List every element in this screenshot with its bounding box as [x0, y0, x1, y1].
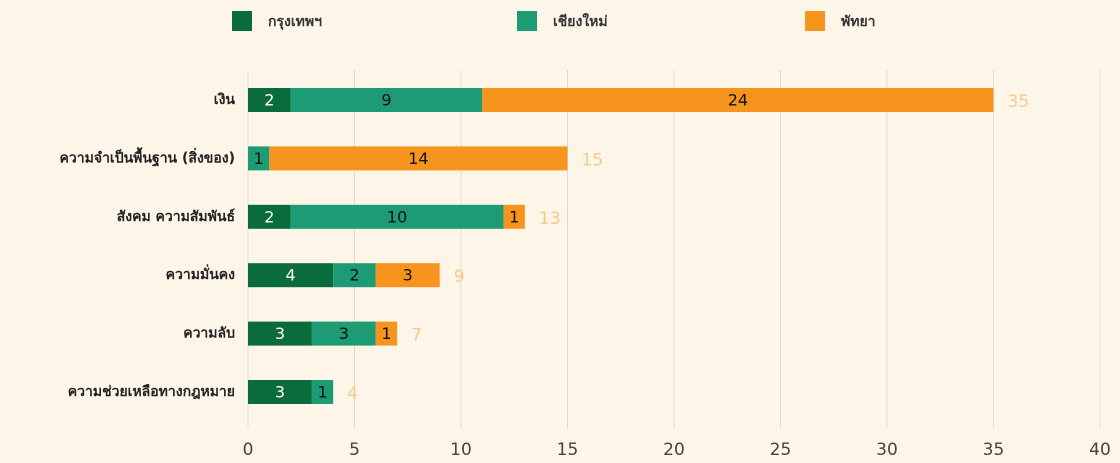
y-tick-label: ความลับ	[183, 326, 235, 342]
total-label: 7	[411, 326, 422, 346]
y-tick-label: สังคม ความสัมพันธ์	[117, 208, 235, 225]
segment-label: 1	[317, 383, 327, 402]
total-label: 4	[347, 384, 358, 404]
segment-label: 10	[387, 207, 407, 226]
legend-label: กรุงเทพฯ	[268, 14, 322, 30]
legend-swatch	[232, 11, 252, 31]
segment-label: 2	[264, 207, 274, 226]
legend-label: เชียงใหม่	[553, 12, 608, 30]
segment-label: 9	[381, 91, 391, 110]
x-tick-label: 40	[1089, 440, 1111, 460]
segment-label: 4	[286, 266, 296, 285]
bar-segment	[311, 321, 376, 346]
total-label: 13	[539, 209, 561, 229]
bar-segment	[248, 88, 291, 112]
x-tick-label: 10	[450, 440, 472, 460]
bar-segment	[248, 146, 270, 171]
x-tick-label: 30	[876, 440, 898, 460]
segment-label: 1	[254, 149, 264, 168]
bar-segment	[290, 204, 504, 229]
segment-label: 14	[408, 149, 428, 168]
legend-swatch	[805, 11, 825, 31]
segment-label: 2	[264, 91, 274, 110]
total-label: 15	[582, 150, 604, 170]
bar-segment	[482, 88, 994, 112]
bar-segment	[375, 321, 398, 346]
segment-label: 2	[349, 266, 359, 285]
bar-segment	[248, 263, 334, 288]
segment-label: 1	[381, 324, 391, 343]
x-tick-label: 15	[557, 440, 579, 460]
total-label: 9	[454, 267, 465, 287]
segment-label: 3	[403, 266, 413, 285]
x-tick-label: 5	[349, 440, 360, 460]
y-tick-label: ความจำเป็นพื้นฐาน (สิ่งของ)	[60, 146, 235, 167]
bar-segment	[269, 146, 568, 171]
bar-segment	[248, 204, 291, 229]
segment-label: 24	[728, 91, 748, 110]
bar-segment	[333, 263, 376, 288]
legend-label: พัทยา	[841, 14, 876, 30]
bar-segment	[375, 263, 440, 288]
x-tick-label: 20	[663, 440, 685, 460]
bar-segment	[290, 88, 483, 112]
bar-segment	[248, 380, 312, 404]
y-tick-label: ความมั่นคง	[166, 264, 235, 283]
segment-label: 3	[339, 324, 349, 343]
bar-segment	[248, 321, 312, 346]
bar-segment	[311, 380, 334, 404]
x-tick-label: 0	[243, 440, 254, 460]
bar-segment	[503, 204, 525, 229]
legend-swatch	[517, 11, 537, 31]
total-label: 35	[1008, 92, 1030, 112]
segment-label: 1	[509, 207, 519, 226]
y-tick-label: เงิน	[214, 92, 236, 108]
x-tick-label: 25	[770, 440, 792, 460]
x-tick-label: 35	[983, 440, 1005, 460]
segment-label: 3	[275, 324, 285, 343]
y-tick-label: ความช่วยเหลือทางกฎหมาย	[68, 384, 235, 400]
segment-label: 3	[275, 383, 285, 402]
